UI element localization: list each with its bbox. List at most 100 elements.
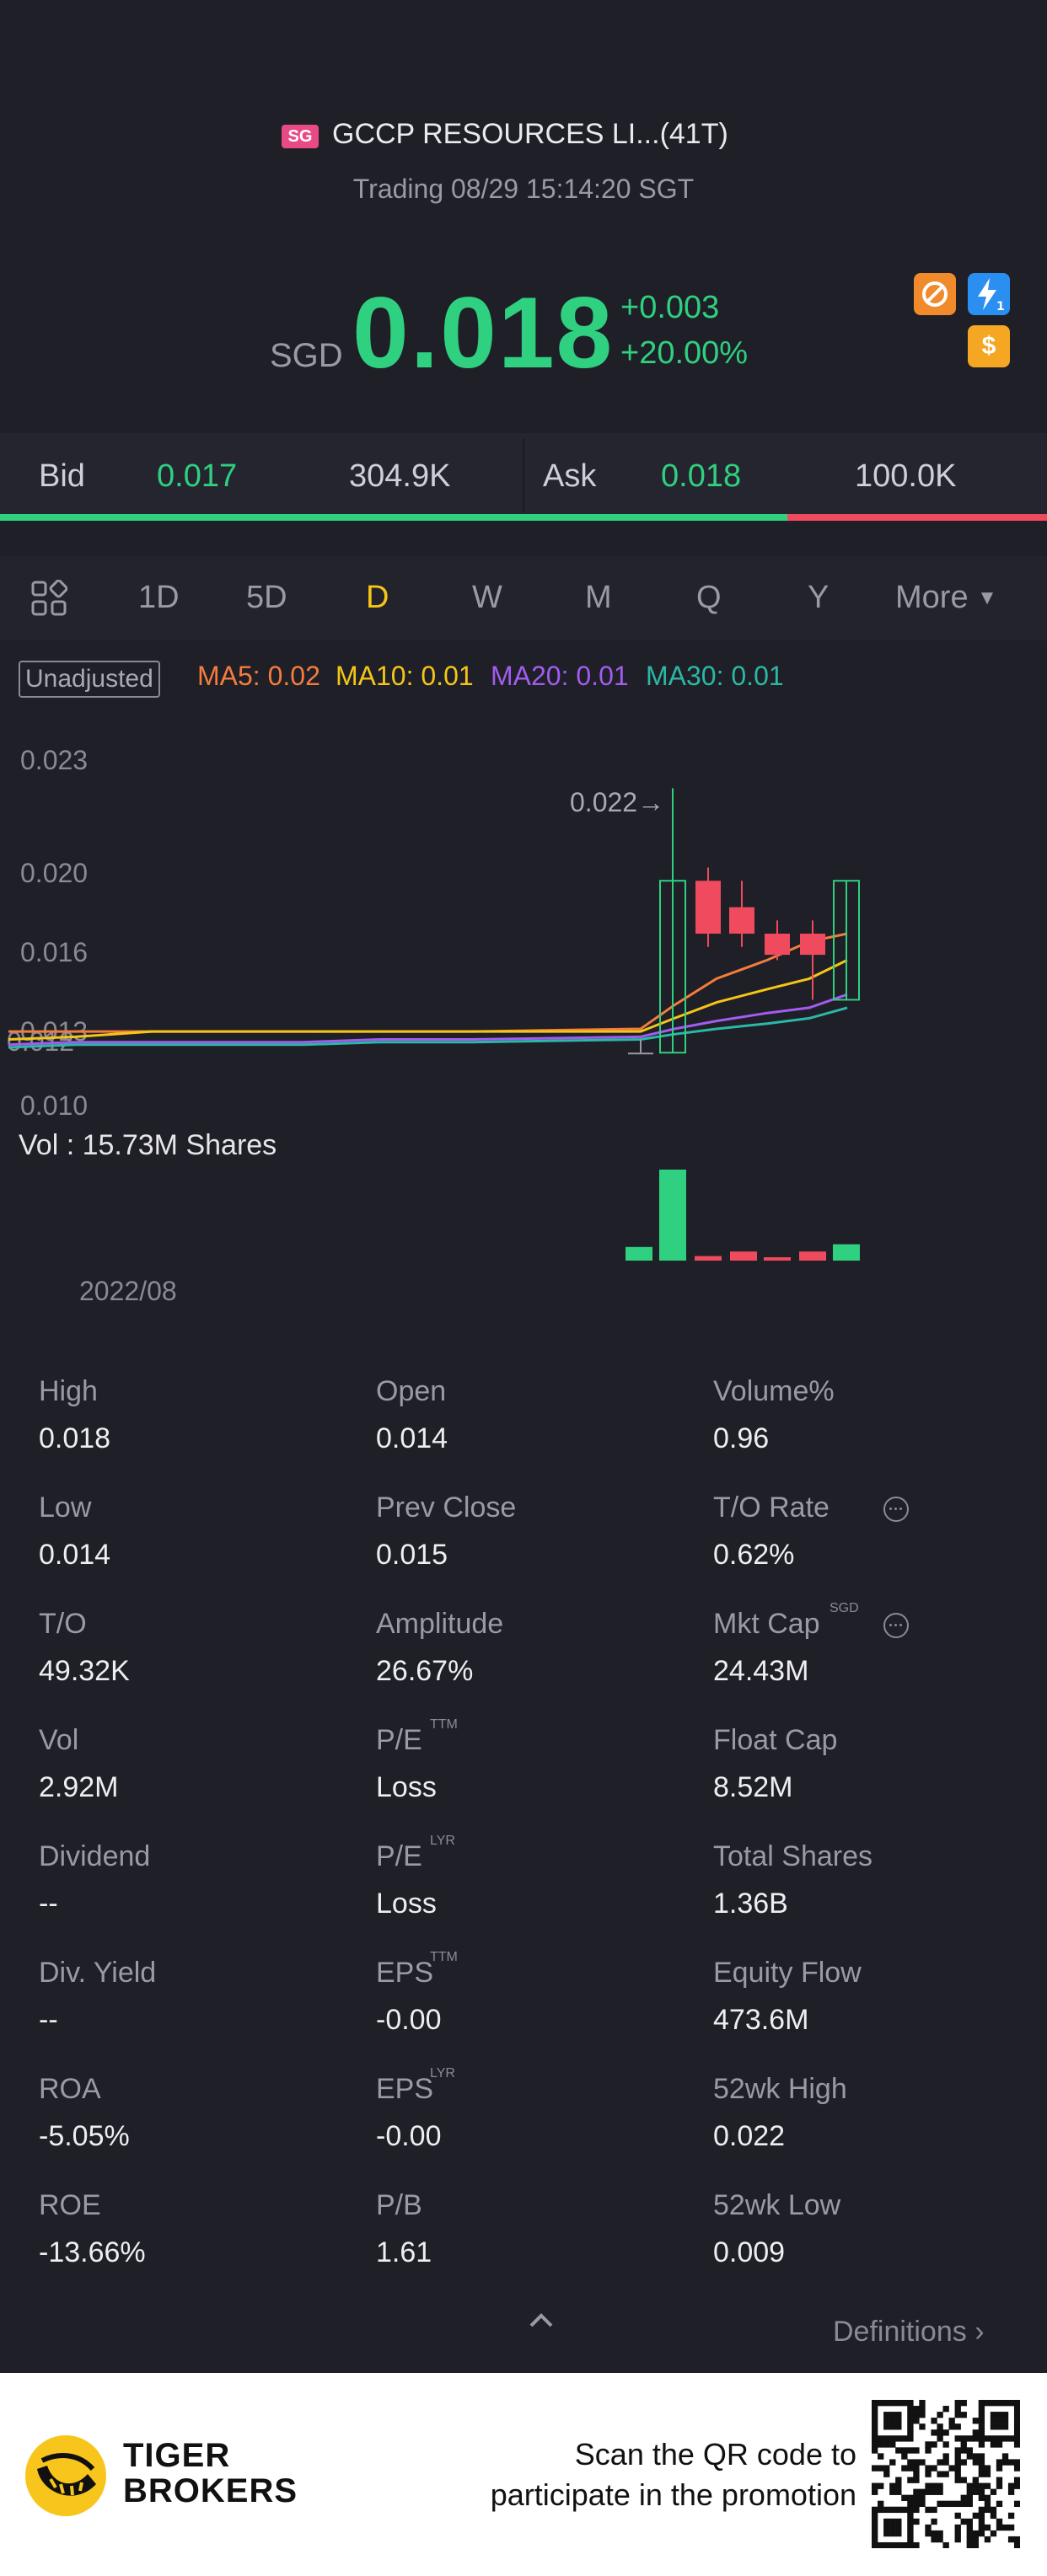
last-price: 0.018 — [352, 276, 615, 389]
bid-ask-divider — [523, 438, 524, 512]
ma10-label: MA10: 0.01 — [336, 661, 474, 691]
stat-superscript: LYR — [430, 2066, 455, 2081]
level1-icon[interactable]: 1 — [968, 273, 1010, 315]
stat-value: 0.018 — [39, 1422, 111, 1454]
stat-value: 2.92M — [39, 1771, 119, 1803]
stat-label: P/E — [376, 1724, 422, 1756]
ma30-line — [8, 1006, 848, 1049]
definitions-label: Definitions — [833, 2316, 967, 2348]
stat-value: 0.022 — [713, 2120, 786, 2152]
tab-more-label: More — [895, 580, 969, 615]
stat-label: Float Cap — [713, 1724, 838, 1756]
dollar-icon[interactable]: $ — [968, 325, 1010, 367]
adjust-toggle[interactable]: Unadjusted — [19, 661, 160, 698]
ask-ratio-bar — [787, 514, 1047, 521]
ma20-label: MA20: 0.01 — [491, 661, 629, 691]
stat-label: Mkt Cap — [713, 1608, 820, 1640]
stat-label: Volume% — [713, 1375, 835, 1407]
stat-value: -0.00 — [376, 2120, 442, 2152]
stat-label: P/E — [376, 1840, 422, 1872]
volume-bar — [730, 1251, 757, 1261]
stat-value: -5.05% — [39, 2120, 130, 2152]
currency-label: SGD — [270, 337, 343, 374]
bid-label: Bid — [39, 458, 85, 494]
y-tick-label: 0.020 — [20, 858, 89, 888]
info-icon[interactable] — [883, 1613, 909, 1638]
stat-value: 1.61 — [376, 2236, 432, 2268]
x-axis-date-label: 2022/08 — [79, 1276, 177, 1306]
promo-footer: TIGER BROKERS Scan the QR code to partic… — [0, 2373, 1047, 2576]
layout-grid-icon[interactable] — [30, 579, 68, 617]
stat-superscript: TTM — [430, 1717, 458, 1732]
ma5-label: MA5: 0.02 — [197, 661, 320, 691]
stat-value: 49.32K — [39, 1655, 130, 1687]
stat-value: 0.014 — [376, 1422, 448, 1454]
stat-superscript: LYR — [430, 1834, 455, 1848]
y-tick-label: 0.010 — [20, 1090, 89, 1121]
price-change: +0.003 — [620, 290, 720, 325]
stat-label: T/O Rate — [713, 1492, 830, 1524]
chevron-up-icon[interactable] — [524, 2304, 558, 2338]
stock-name[interactable]: GCCP RESOURCES LI...(41T) — [332, 118, 728, 150]
volume-bar — [626, 1246, 652, 1261]
tab-y[interactable]: Y — [808, 580, 830, 615]
stat-label: 52wk High — [713, 2073, 847, 2105]
tab-5d[interactable]: 5D — [246, 580, 287, 615]
ask-label: Ask — [543, 458, 597, 494]
tab-d[interactable]: D — [366, 580, 389, 615]
brand-name-line1: TIGER — [123, 2437, 231, 2474]
promo-text-line2: participate in the promotion — [490, 2477, 856, 2512]
stat-value: 0.014 — [39, 1539, 111, 1571]
tab-1d[interactable]: 1D — [138, 580, 180, 615]
info-icon[interactable] — [883, 1497, 909, 1522]
promo-text-line1: Scan the QR code to — [574, 2437, 856, 2472]
ma30-label: MA30: 0.01 — [646, 661, 784, 691]
definitions-link[interactable]: Definitions › — [833, 2316, 985, 2348]
stat-value: 0.015 — [376, 1539, 448, 1571]
stat-label: Open — [376, 1375, 447, 1407]
candle-body — [800, 934, 825, 956]
no-short-icon[interactable] — [914, 273, 956, 315]
stat-value: 1.36B — [713, 1888, 788, 1920]
period-tabs: 1D 5D D W M Q Y More ▼ — [0, 556, 1047, 640]
stat-value: 8.52M — [713, 1771, 793, 1803]
tab-more[interactable]: More ▼ — [895, 580, 997, 616]
volume-bar — [799, 1251, 826, 1261]
ma5-line — [8, 932, 848, 1033]
price-chart[interactable] — [0, 725, 1047, 1112]
caret-down-icon: ▼ — [977, 586, 997, 609]
stat-label: High — [39, 1375, 98, 1407]
market-badge: SG — [282, 125, 319, 148]
candle-body — [628, 1052, 653, 1055]
bid-ratio-bar — [0, 514, 787, 521]
bid-price: 0.017 — [157, 458, 238, 494]
stat-label: Amplitude — [376, 1608, 504, 1640]
volume-chart[interactable] — [0, 1163, 1047, 1264]
arrow-right-icon: → — [637, 787, 665, 817]
trading-status: Trading 08/29 15:14:20 SGT — [352, 174, 695, 204]
stat-label: Low — [39, 1492, 92, 1524]
qr-code-icon[interactable] — [872, 2400, 1020, 2548]
high-marker-value: 0.022 — [570, 787, 638, 817]
ma20-line — [8, 993, 848, 1047]
stat-value: Loss — [376, 1771, 437, 1803]
tab-q[interactable]: Q — [696, 580, 722, 615]
stat-superscript: SGD — [830, 1601, 859, 1615]
volume-bar — [833, 1244, 860, 1261]
bid-size: 304.9K — [349, 458, 451, 494]
tab-w[interactable]: W — [472, 580, 502, 615]
stat-value: 24.43M — [713, 1655, 809, 1687]
candle-body — [695, 881, 721, 934]
stat-value: 26.67% — [376, 1655, 474, 1687]
candle-body — [659, 880, 686, 1054]
price-change-percent: +20.00% — [620, 335, 749, 371]
volume-bar — [659, 1170, 686, 1261]
svg-text:1: 1 — [996, 300, 1005, 313]
stat-label: EPS — [376, 2073, 434, 2105]
stat-value: 0.62% — [713, 1539, 795, 1571]
stat-value: -13.66% — [39, 2236, 146, 2268]
stat-label: 52wk Low — [713, 2189, 841, 2221]
tab-m[interactable]: M — [585, 580, 612, 615]
stat-label: T/O — [39, 1608, 87, 1640]
stat-label: ROE — [39, 2189, 101, 2221]
